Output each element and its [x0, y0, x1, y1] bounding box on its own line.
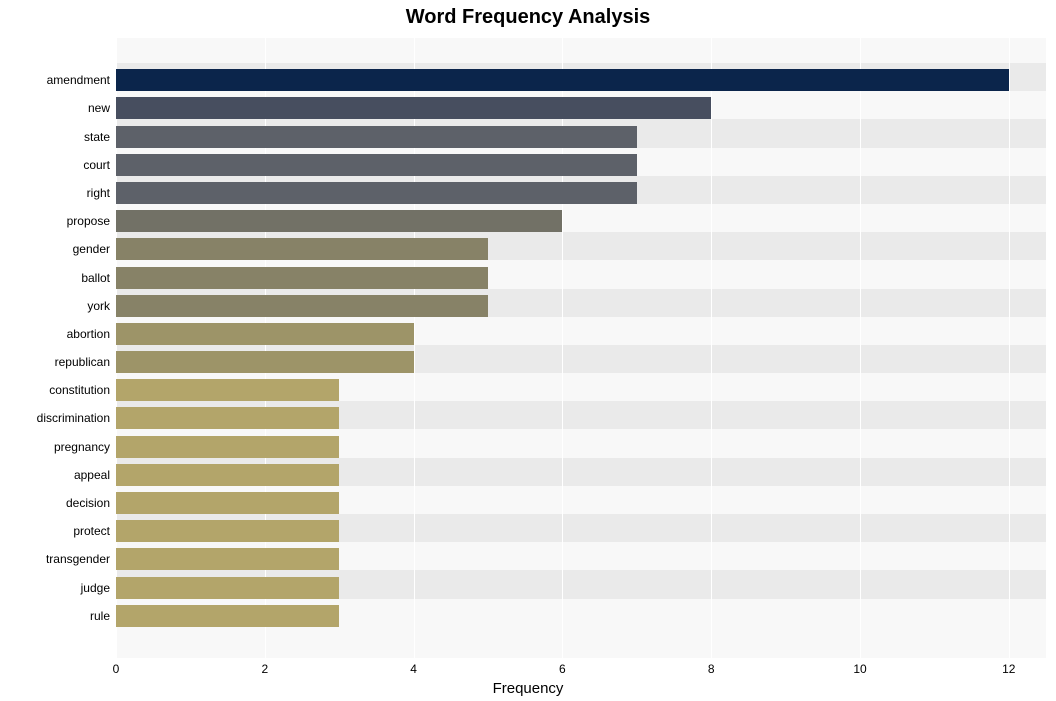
y-tick-label: discrimination [0, 411, 116, 425]
grid-line [1009, 38, 1010, 658]
bar [116, 97, 711, 119]
x-axis-title: Frequency [0, 680, 1056, 697]
y-tick-label: propose [0, 214, 116, 228]
plot-area [116, 38, 1046, 658]
x-tick-label: 2 [261, 662, 268, 676]
y-tick-label: appeal [0, 468, 116, 482]
bar [116, 492, 339, 514]
y-tick-label: constitution [0, 383, 116, 397]
bar [116, 126, 637, 148]
bar [116, 407, 339, 429]
y-tick-label: rule [0, 609, 116, 623]
y-tick-label: protect [0, 524, 116, 538]
word-frequency-chart: Word Frequency Analysis Frequency 0 2 4 6 8 1… [0, 0, 1056, 701]
y-tick-label: gender [0, 242, 116, 256]
y-tick-label: pregnancy [0, 440, 116, 454]
bar [116, 238, 488, 260]
y-tick-label: judge [0, 581, 116, 595]
chart-title: Word Frequency Analysis [0, 6, 1056, 29]
bar [116, 379, 339, 401]
bar [116, 267, 488, 289]
bar [116, 154, 637, 176]
bar [116, 351, 414, 373]
bar [116, 577, 339, 599]
bar [116, 464, 339, 486]
x-tick-label: 12 [1002, 662, 1015, 676]
grid-line [711, 38, 712, 658]
bar [116, 436, 339, 458]
y-tick-label: abortion [0, 327, 116, 341]
bar [116, 548, 339, 570]
bar [116, 69, 1009, 91]
y-tick-label: state [0, 130, 116, 144]
bar [116, 605, 339, 627]
y-tick-label: republican [0, 355, 116, 369]
y-tick-label: transgender [0, 552, 116, 566]
y-tick-label: court [0, 158, 116, 172]
bar [116, 182, 637, 204]
x-tick-label: 8 [708, 662, 715, 676]
x-tick-label: 6 [559, 662, 566, 676]
y-tick-label: ballot [0, 271, 116, 285]
y-tick-label: decision [0, 496, 116, 510]
grid-line [860, 38, 861, 658]
bar [116, 520, 339, 542]
x-tick-label: 0 [113, 662, 120, 676]
x-tick-label: 10 [853, 662, 866, 676]
bar [116, 295, 488, 317]
x-tick-label: 4 [410, 662, 417, 676]
y-tick-label: amendment [0, 73, 116, 87]
y-tick-label: right [0, 186, 116, 200]
bar [116, 323, 414, 345]
y-tick-label: york [0, 299, 116, 313]
bar [116, 210, 562, 232]
y-tick-label: new [0, 101, 116, 115]
